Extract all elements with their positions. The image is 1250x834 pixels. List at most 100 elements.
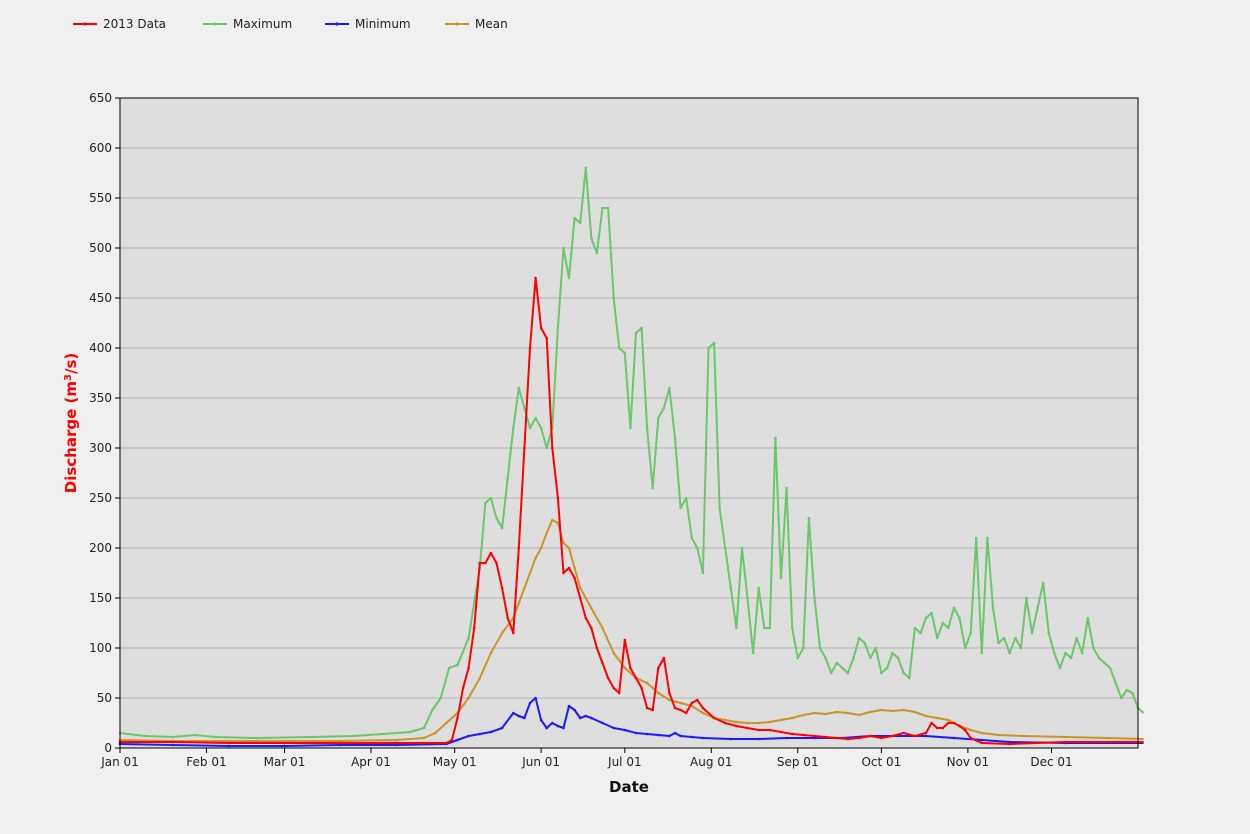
data-point — [1030, 631, 1034, 635]
data-point — [1002, 636, 1006, 640]
y-axis: 0 50 100 150 200 250 300 350 400 450 500 550 600 650 — [89, 91, 120, 755]
series-maximum — [118, 166, 1145, 740]
data-point — [852, 656, 855, 660]
legend-marker — [455, 22, 459, 26]
data-point — [445, 721, 448, 725]
data-point — [735, 626, 738, 630]
data-point — [690, 735, 694, 739]
data-point — [408, 730, 412, 734]
y-tick-label: 50 — [97, 691, 112, 705]
data-point — [562, 541, 565, 545]
data-point — [456, 663, 459, 667]
data-point — [283, 741, 286, 745]
data-point — [623, 666, 627, 670]
data-point — [467, 734, 470, 738]
data-point — [612, 726, 615, 730]
data-point — [517, 714, 521, 718]
data-point — [707, 346, 710, 350]
data-point — [478, 561, 482, 565]
data-point — [556, 521, 560, 525]
data-point — [489, 551, 493, 555]
series-group — [118, 166, 1145, 748]
data-point — [657, 733, 660, 737]
data-point — [556, 326, 560, 330]
data-point — [824, 712, 827, 716]
data-point — [539, 546, 543, 550]
data-point — [590, 716, 593, 720]
data-point — [551, 518, 554, 522]
y-tick-label: 550 — [89, 191, 112, 205]
data-point — [802, 733, 805, 737]
legend-label: Minimum — [355, 17, 411, 31]
x-axis-title: Date — [609, 778, 649, 796]
data-point — [1058, 666, 1062, 670]
data-point — [657, 416, 660, 420]
data-point — [740, 546, 744, 550]
data-point — [339, 743, 342, 747]
data-point — [735, 724, 738, 728]
data-point — [958, 616, 961, 620]
data-point — [947, 626, 950, 630]
data-point — [690, 536, 694, 540]
data-point — [941, 726, 945, 730]
data-point — [394, 743, 398, 747]
data-point — [1103, 661, 1106, 665]
data-point — [930, 721, 933, 725]
data-point — [623, 351, 627, 355]
data-point — [1019, 646, 1023, 650]
y-axis-title-main: Discharge (m — [62, 381, 80, 493]
data-point — [891, 651, 894, 655]
data-point — [1036, 606, 1039, 610]
data-point — [829, 671, 833, 675]
data-point — [1008, 742, 1011, 746]
data-point — [439, 696, 443, 700]
data-point — [447, 666, 451, 670]
data-point — [478, 732, 482, 736]
data-point — [512, 711, 515, 715]
data-point — [774, 436, 777, 440]
data-point — [846, 711, 850, 715]
data-point — [701, 571, 705, 575]
data-point — [790, 732, 794, 736]
data-point — [869, 656, 872, 660]
data-point — [545, 336, 548, 340]
data-point — [567, 276, 571, 280]
data-point — [433, 731, 437, 735]
data-point — [1120, 696, 1123, 700]
data-point — [891, 709, 894, 713]
data-point — [484, 561, 487, 565]
data-point — [668, 691, 671, 695]
data-point — [595, 646, 599, 650]
data-point — [1022, 734, 1025, 738]
x-tick-label: Nov 01 — [947, 755, 990, 769]
data-point — [500, 726, 504, 730]
data-point — [668, 386, 671, 390]
data-point — [668, 698, 671, 702]
data-point — [283, 744, 286, 748]
y-axis-title: Discharge (m3/s) — [62, 353, 80, 493]
data-point — [623, 638, 627, 642]
data-point — [467, 636, 470, 640]
data-point — [880, 708, 883, 712]
data-point — [645, 426, 649, 430]
data-point — [484, 501, 487, 505]
data-point — [380, 732, 384, 736]
data-point — [523, 716, 526, 720]
x-tick-label: Oct 01 — [861, 755, 901, 769]
data-point — [924, 616, 928, 620]
data-point — [227, 741, 231, 745]
data-point — [545, 446, 548, 450]
data-point — [1008, 651, 1011, 655]
data-point — [612, 686, 615, 690]
data-point — [1125, 688, 1129, 692]
data-point — [935, 636, 939, 640]
x-tick-label: Mar 01 — [264, 755, 306, 769]
data-point — [1114, 681, 1117, 685]
data-point — [500, 631, 504, 635]
y-tick-label: 100 — [89, 641, 112, 655]
data-point — [662, 656, 666, 660]
data-point — [523, 586, 526, 590]
data-point — [171, 740, 175, 744]
data-point — [551, 721, 554, 725]
